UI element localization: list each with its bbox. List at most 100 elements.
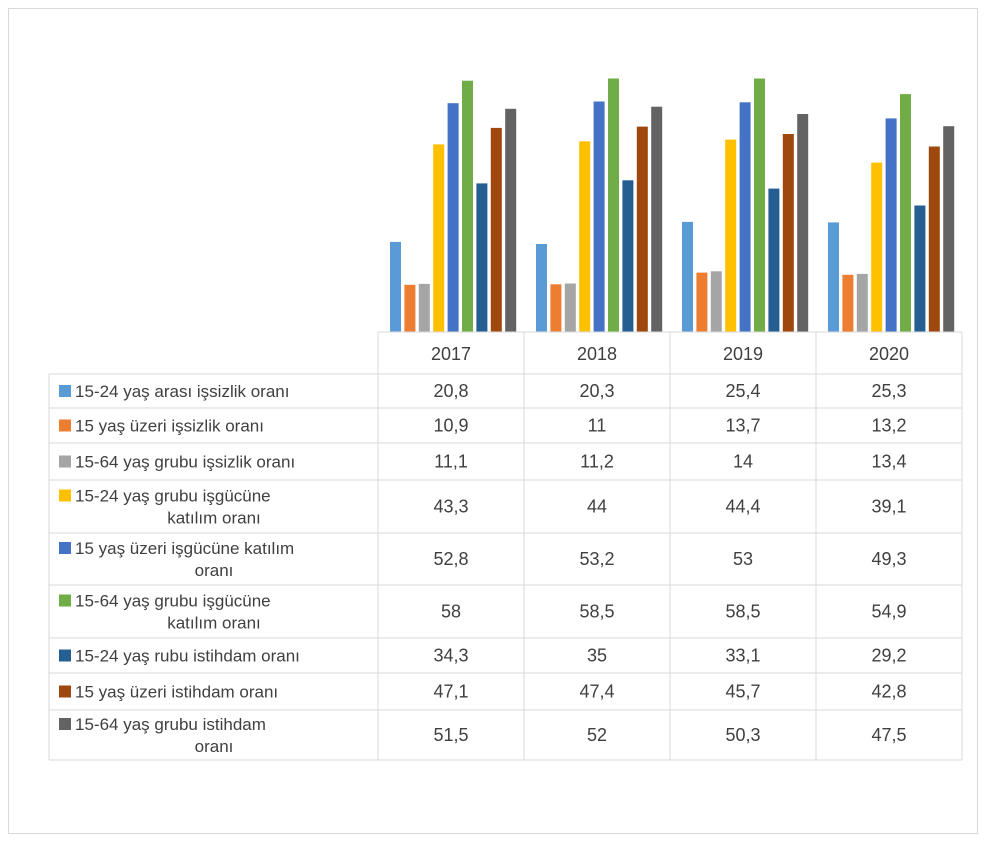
bar-3-2020 bbox=[856, 273, 868, 332]
value-9-2018: 52 bbox=[587, 725, 607, 745]
bar-5-2018 bbox=[593, 101, 605, 332]
value-6-2019: 58,5 bbox=[725, 602, 760, 622]
bar-2-2020 bbox=[842, 274, 854, 332]
bar-7-2020 bbox=[914, 205, 926, 332]
legend-key-7 bbox=[59, 649, 71, 662]
value-1-2020: 25,3 bbox=[871, 381, 906, 401]
bar-6-2018 bbox=[608, 78, 619, 332]
legend-key-4 bbox=[59, 489, 71, 502]
value-2-2018: 11 bbox=[588, 416, 607, 436]
value-5-2020: 49,3 bbox=[871, 549, 906, 569]
bar-8-2019 bbox=[782, 134, 794, 332]
value-1-2019: 25,4 bbox=[725, 381, 760, 401]
series-label-1: 15-24 yaş arası işsizlik oranı bbox=[75, 382, 289, 401]
value-5-2017: 52,8 bbox=[433, 549, 468, 569]
bar-3-2019 bbox=[710, 271, 722, 332]
series-label-8: 15 yaş üzeri istihdam oranı bbox=[75, 683, 278, 702]
bar-9-2020 bbox=[943, 126, 955, 332]
legend-key-8 bbox=[59, 685, 71, 698]
bar-7-2019 bbox=[768, 188, 780, 332]
series-label-7: 15-24 yaş rubu istihdam oranı bbox=[75, 647, 300, 666]
series-label-3: 15-64 yaş grubu işsizlik oranı bbox=[75, 453, 295, 472]
bar-1-2018 bbox=[536, 244, 547, 332]
category-label-2020: 2020 bbox=[869, 344, 909, 364]
bar-3-2018 bbox=[564, 283, 576, 332]
value-8-2017: 47,1 bbox=[433, 682, 468, 702]
value-3-2020: 13,4 bbox=[871, 452, 906, 472]
category-label-2019: 2019 bbox=[723, 344, 763, 364]
series-label-4-line-2: katılım oranı bbox=[167, 509, 261, 528]
bar-2-2019 bbox=[696, 272, 708, 332]
value-8-2018: 47,4 bbox=[579, 682, 614, 702]
legend-key-5 bbox=[59, 542, 71, 554]
bar-1-2017 bbox=[390, 241, 401, 332]
value-3-2018: 11,2 bbox=[580, 452, 614, 472]
series-label-6-line-2: katılım oranı bbox=[167, 614, 261, 633]
legend-key-9 bbox=[59, 718, 71, 730]
bar-1-2020 bbox=[828, 222, 839, 332]
bar-9-2017 bbox=[505, 108, 517, 332]
bar-5-2020 bbox=[885, 118, 897, 333]
value-2-2020: 13,2 bbox=[871, 416, 906, 436]
bar-6-2020 bbox=[900, 94, 911, 332]
value-4-2020: 39,1 bbox=[871, 497, 906, 517]
legend-key-6 bbox=[59, 594, 71, 607]
series-label-5-line-2: oranı bbox=[195, 561, 234, 580]
value-1-2018: 20,3 bbox=[579, 381, 614, 401]
value-7-2018: 35 bbox=[587, 646, 607, 666]
bar-9-2018 bbox=[651, 106, 663, 332]
bar-5-2019 bbox=[739, 102, 751, 332]
legend-key-1 bbox=[59, 385, 71, 397]
bar-4-2018 bbox=[579, 141, 591, 332]
value-6-2018: 58,5 bbox=[579, 602, 614, 622]
value-6-2020: 54,9 bbox=[871, 602, 906, 622]
value-1-2017: 20,8 bbox=[433, 381, 468, 401]
value-5-2019: 53 bbox=[733, 549, 753, 569]
value-7-2017: 34,3 bbox=[433, 646, 468, 666]
value-7-2019: 33,1 bbox=[725, 646, 760, 666]
bar-4-2017 bbox=[433, 144, 445, 332]
series-label-5-line-1: 15 yaş üzeri işgücüne katılım bbox=[75, 539, 294, 558]
value-9-2019: 50,3 bbox=[725, 725, 760, 745]
value-9-2020: 47,5 bbox=[871, 725, 906, 745]
series-label-9-line-1: 15-64 yaş grubu istihdam bbox=[75, 715, 266, 734]
value-7-2020: 29,2 bbox=[871, 646, 906, 666]
bar-4-2020 bbox=[871, 162, 883, 332]
value-8-2019: 45,7 bbox=[725, 682, 760, 702]
bar-8-2020 bbox=[928, 146, 940, 332]
bar-1-2019 bbox=[682, 221, 693, 332]
bar-7-2017 bbox=[476, 183, 488, 332]
value-4-2017: 43,3 bbox=[433, 497, 468, 517]
legend-key-3 bbox=[59, 455, 71, 468]
bar-7-2018 bbox=[622, 180, 634, 332]
bar-4-2019 bbox=[725, 139, 737, 332]
series-label-2: 15 yaş üzeri işsizlik oranı bbox=[75, 417, 264, 436]
bar-9-2019 bbox=[797, 114, 809, 332]
bar-3-2017 bbox=[418, 283, 430, 332]
value-5-2018: 53,2 bbox=[579, 549, 614, 569]
value-4-2019: 44,4 bbox=[725, 497, 760, 517]
bar-6-2017 bbox=[462, 80, 473, 332]
bar-8-2018 bbox=[636, 126, 648, 332]
series-label-6-line-1: 15-64 yaş grubu işgücüne bbox=[75, 592, 271, 611]
bar-8-2017 bbox=[490, 127, 502, 333]
value-9-2017: 51,5 bbox=[433, 725, 468, 745]
value-4-2018: 44 bbox=[587, 497, 607, 517]
bar-5-2017 bbox=[447, 103, 459, 332]
bar-2-2017 bbox=[404, 284, 416, 332]
value-8-2020: 42,8 bbox=[871, 682, 906, 702]
bar-2-2018 bbox=[550, 284, 562, 332]
value-2-2019: 13,7 bbox=[725, 416, 760, 436]
chart-frame bbox=[8, 8, 978, 834]
series-label-4-line-1: 15-24 yaş grubu işgücüne bbox=[75, 487, 271, 506]
value-6-2017: 58 bbox=[441, 602, 461, 622]
category-label-2017: 2017 bbox=[431, 344, 471, 364]
bar-6-2019 bbox=[754, 78, 765, 332]
value-3-2019: 14 bbox=[733, 452, 753, 472]
category-label-2018: 2018 bbox=[577, 344, 617, 364]
legend-key-2 bbox=[59, 419, 71, 432]
series-label-9-line-2: oranı bbox=[195, 737, 234, 756]
value-3-2017: 11,1 bbox=[434, 452, 468, 472]
value-2-2017: 10,9 bbox=[433, 416, 468, 436]
